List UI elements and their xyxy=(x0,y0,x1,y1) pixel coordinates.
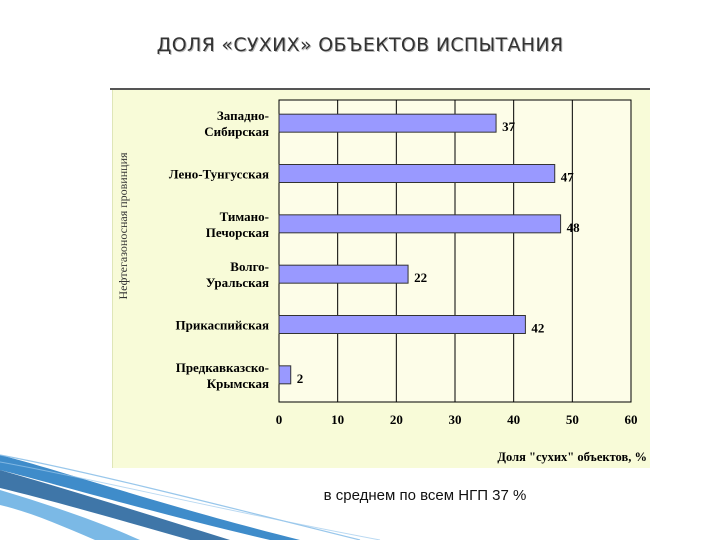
bar xyxy=(278,264,409,284)
chart-panel: 37 47 48 22 42 2 Западно- Сибирская Лено-Тунгус… xyxy=(112,90,650,468)
category-label: Лено-Тунгусская xyxy=(169,167,269,182)
bar-value-label: 42 xyxy=(531,321,544,336)
bar-value-label: 22 xyxy=(414,270,427,285)
bar-value-label: 2 xyxy=(297,371,304,386)
bar xyxy=(278,113,497,133)
category-label: Западно- xyxy=(217,108,269,123)
bar-value-label: 48 xyxy=(567,220,581,235)
bar-value-label: 47 xyxy=(561,170,575,185)
gridlines xyxy=(278,100,632,402)
x-tick-labels: 0 10 20 30 40 50 60 xyxy=(276,412,638,427)
bars: 37 47 48 22 42 2 xyxy=(278,113,581,386)
category-label: Тимано- xyxy=(220,209,269,224)
x-tick-label: 50 xyxy=(566,412,579,427)
category-label: Сибирская xyxy=(204,124,269,139)
bar-value-label: 37 xyxy=(502,119,515,134)
x-axis-label: Доля "сухих" объектов, % xyxy=(497,450,647,464)
category-label: Прикаспийская xyxy=(176,318,269,333)
bar xyxy=(278,365,292,385)
category-label: Предкавказско- xyxy=(176,360,269,375)
x-tick-label: 30 xyxy=(449,412,462,427)
category-label: Волго- xyxy=(230,259,269,274)
bar xyxy=(278,214,562,234)
x-tick-label: 10 xyxy=(331,412,344,427)
average-footnote: в среднем по всем НГП 37 % xyxy=(323,487,527,504)
x-tick-label: 60 xyxy=(625,412,638,427)
y-axis-label: Нефтегазоносная провинция xyxy=(116,152,130,299)
category-labels: Западно-СибирскаяЛено-ТунгусскаяТимано-П… xyxy=(169,108,269,391)
category-label: Крымская xyxy=(207,376,269,391)
category-label: Печорская xyxy=(206,225,269,240)
bar-chart: 37 47 48 22 42 2 Западно-Сибирская Лено-Тунгус… xyxy=(116,99,647,464)
x-tick-label: 40 xyxy=(507,412,520,427)
category-label: Уральская xyxy=(206,275,269,290)
bar xyxy=(278,164,556,183)
bar xyxy=(278,315,526,334)
title-divider xyxy=(110,88,650,90)
x-tick-label: 0 xyxy=(276,412,283,427)
slide-title: ДОЛЯ «СУХИХ» ОБЪЕКТОВ ИСПЫТАНИЯ xyxy=(156,34,564,56)
x-tick-label: 20 xyxy=(390,412,403,427)
